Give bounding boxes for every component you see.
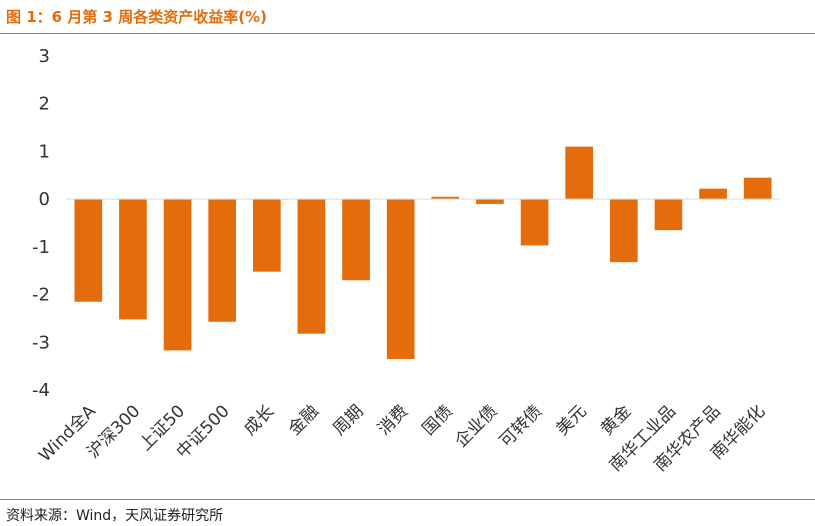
bar-chart: 3 2 1 0 -1 -2 -3 -4 Wind全A沪深300上证50中证500 成长 金融 周期消… (32, 46, 780, 476)
title-divider (0, 33, 815, 34)
bar (699, 188, 727, 200)
y-tick-label: -2 (32, 285, 50, 306)
x-tick-label: 美元 (553, 401, 591, 439)
bar (654, 199, 683, 231)
y-tick-label: 2 (39, 94, 50, 115)
bar (252, 199, 281, 272)
bar (431, 196, 460, 200)
bar (520, 199, 549, 246)
bar (163, 199, 192, 351)
y-tick-label: -3 (32, 332, 50, 353)
y-tick-label: 3 (39, 46, 50, 67)
bar (208, 199, 237, 322)
x-tick-label: 企业债 (451, 401, 501, 451)
bar (386, 199, 415, 359)
bars-group (74, 146, 772, 359)
y-tick-label: 1 (39, 141, 50, 162)
y-tick-label: -4 (32, 380, 50, 401)
y-tick-label: -1 (32, 237, 50, 258)
x-tick-label: 周期 (329, 401, 367, 439)
x-tick-label: 金融 (285, 401, 323, 439)
bar (74, 199, 103, 302)
bar (297, 199, 326, 334)
x-tick-label: 消费 (374, 401, 412, 439)
x-tick-label: 黄金 (597, 401, 635, 439)
bar (342, 199, 370, 281)
bar (119, 199, 147, 320)
bar (476, 199, 504, 204)
source-note: 资料来源：Wind，天风证券研究所 (6, 508, 224, 524)
source-divider (0, 499, 815, 500)
x-tick-label: 可转债 (496, 401, 546, 451)
y-axis-ticks: 3 2 1 0 -1 -2 -3 -4 (32, 46, 50, 401)
bar (609, 199, 638, 263)
chart-title: 图 1：6 月第 3 周各类资产收益率(%) (6, 8, 267, 26)
bar (743, 177, 772, 200)
x-tick-label: 国债 (419, 401, 457, 439)
x-tick-label: 成长 (240, 401, 278, 439)
y-tick-label: 0 (39, 189, 50, 210)
bar (565, 146, 594, 200)
